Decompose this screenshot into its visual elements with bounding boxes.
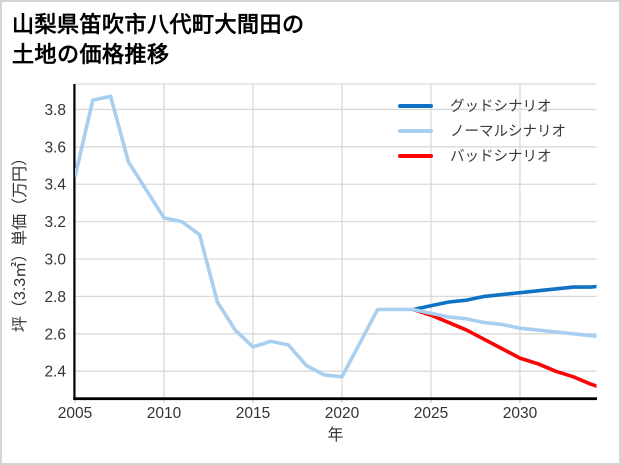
series-line-good-scenario	[412, 284, 597, 312]
legend-item-normal-scenario: ノーマルシナリオ	[398, 118, 566, 143]
chart-title: 山梨県笛吹市八代町大間田の 土地の価格推移	[12, 10, 305, 70]
y-tick-label: 2.4	[44, 364, 66, 381]
y-tick-label: 2.6	[44, 326, 66, 343]
legend-line-good-swatch	[398, 103, 433, 108]
x-tick-label: 2005	[58, 405, 92, 422]
legend-item-good-scenario: グッドシナリオ	[398, 93, 566, 118]
x-tick-label: 2030	[503, 405, 538, 422]
chart-legend: グッドシナリオ ノーマルシナリオ バッドシナリオ	[398, 93, 566, 168]
legend-line-bad-swatch	[398, 153, 433, 158]
y-tick-label: 3.0	[44, 252, 66, 269]
y-tick-label: 3.2	[44, 214, 66, 231]
x-axis-spine	[73, 397, 598, 401]
x-tick-label: 2010	[147, 405, 182, 422]
y-tick-label: 2.8	[44, 289, 66, 306]
y-axis-spine	[73, 84, 76, 400]
series-line-bad-scenario	[412, 307, 597, 388]
chart-title-line2: 土地の価格推移	[12, 42, 170, 67]
legend-label-good-scenario: グッドシナリオ	[450, 99, 552, 115]
x-tick-label: 2015	[236, 405, 270, 422]
chart-generated-layer: 2.4 2.6 2.8 3.0 3.2 3.4 3.6 3.8 2005 2010 2015 2020…	[44, 83, 598, 422]
y-axis-title: 坪（3.3㎡）単価（万円）	[11, 150, 29, 332]
x-axis-title: 年	[327, 426, 343, 444]
y-tick-label: 3.8	[44, 102, 66, 119]
legend-label-normal-scenario: ノーマルシナリオ	[450, 124, 566, 140]
x-tick-label: 2025	[414, 405, 448, 422]
chart-title-line1: 山梨県笛吹市八代町大間田の	[12, 12, 305, 37]
legend-label-bad-scenario: バッドシナリオ	[450, 149, 552, 165]
y-tick-label: 3.4	[44, 177, 66, 194]
series-line-normal-scenario	[75, 94, 597, 379]
x-tick-label: 2020	[325, 405, 360, 422]
legend-line-normal-swatch	[398, 128, 433, 133]
legend-item-bad-scenario: バッドシナリオ	[398, 143, 566, 168]
y-tick-label: 3.6	[44, 139, 66, 156]
